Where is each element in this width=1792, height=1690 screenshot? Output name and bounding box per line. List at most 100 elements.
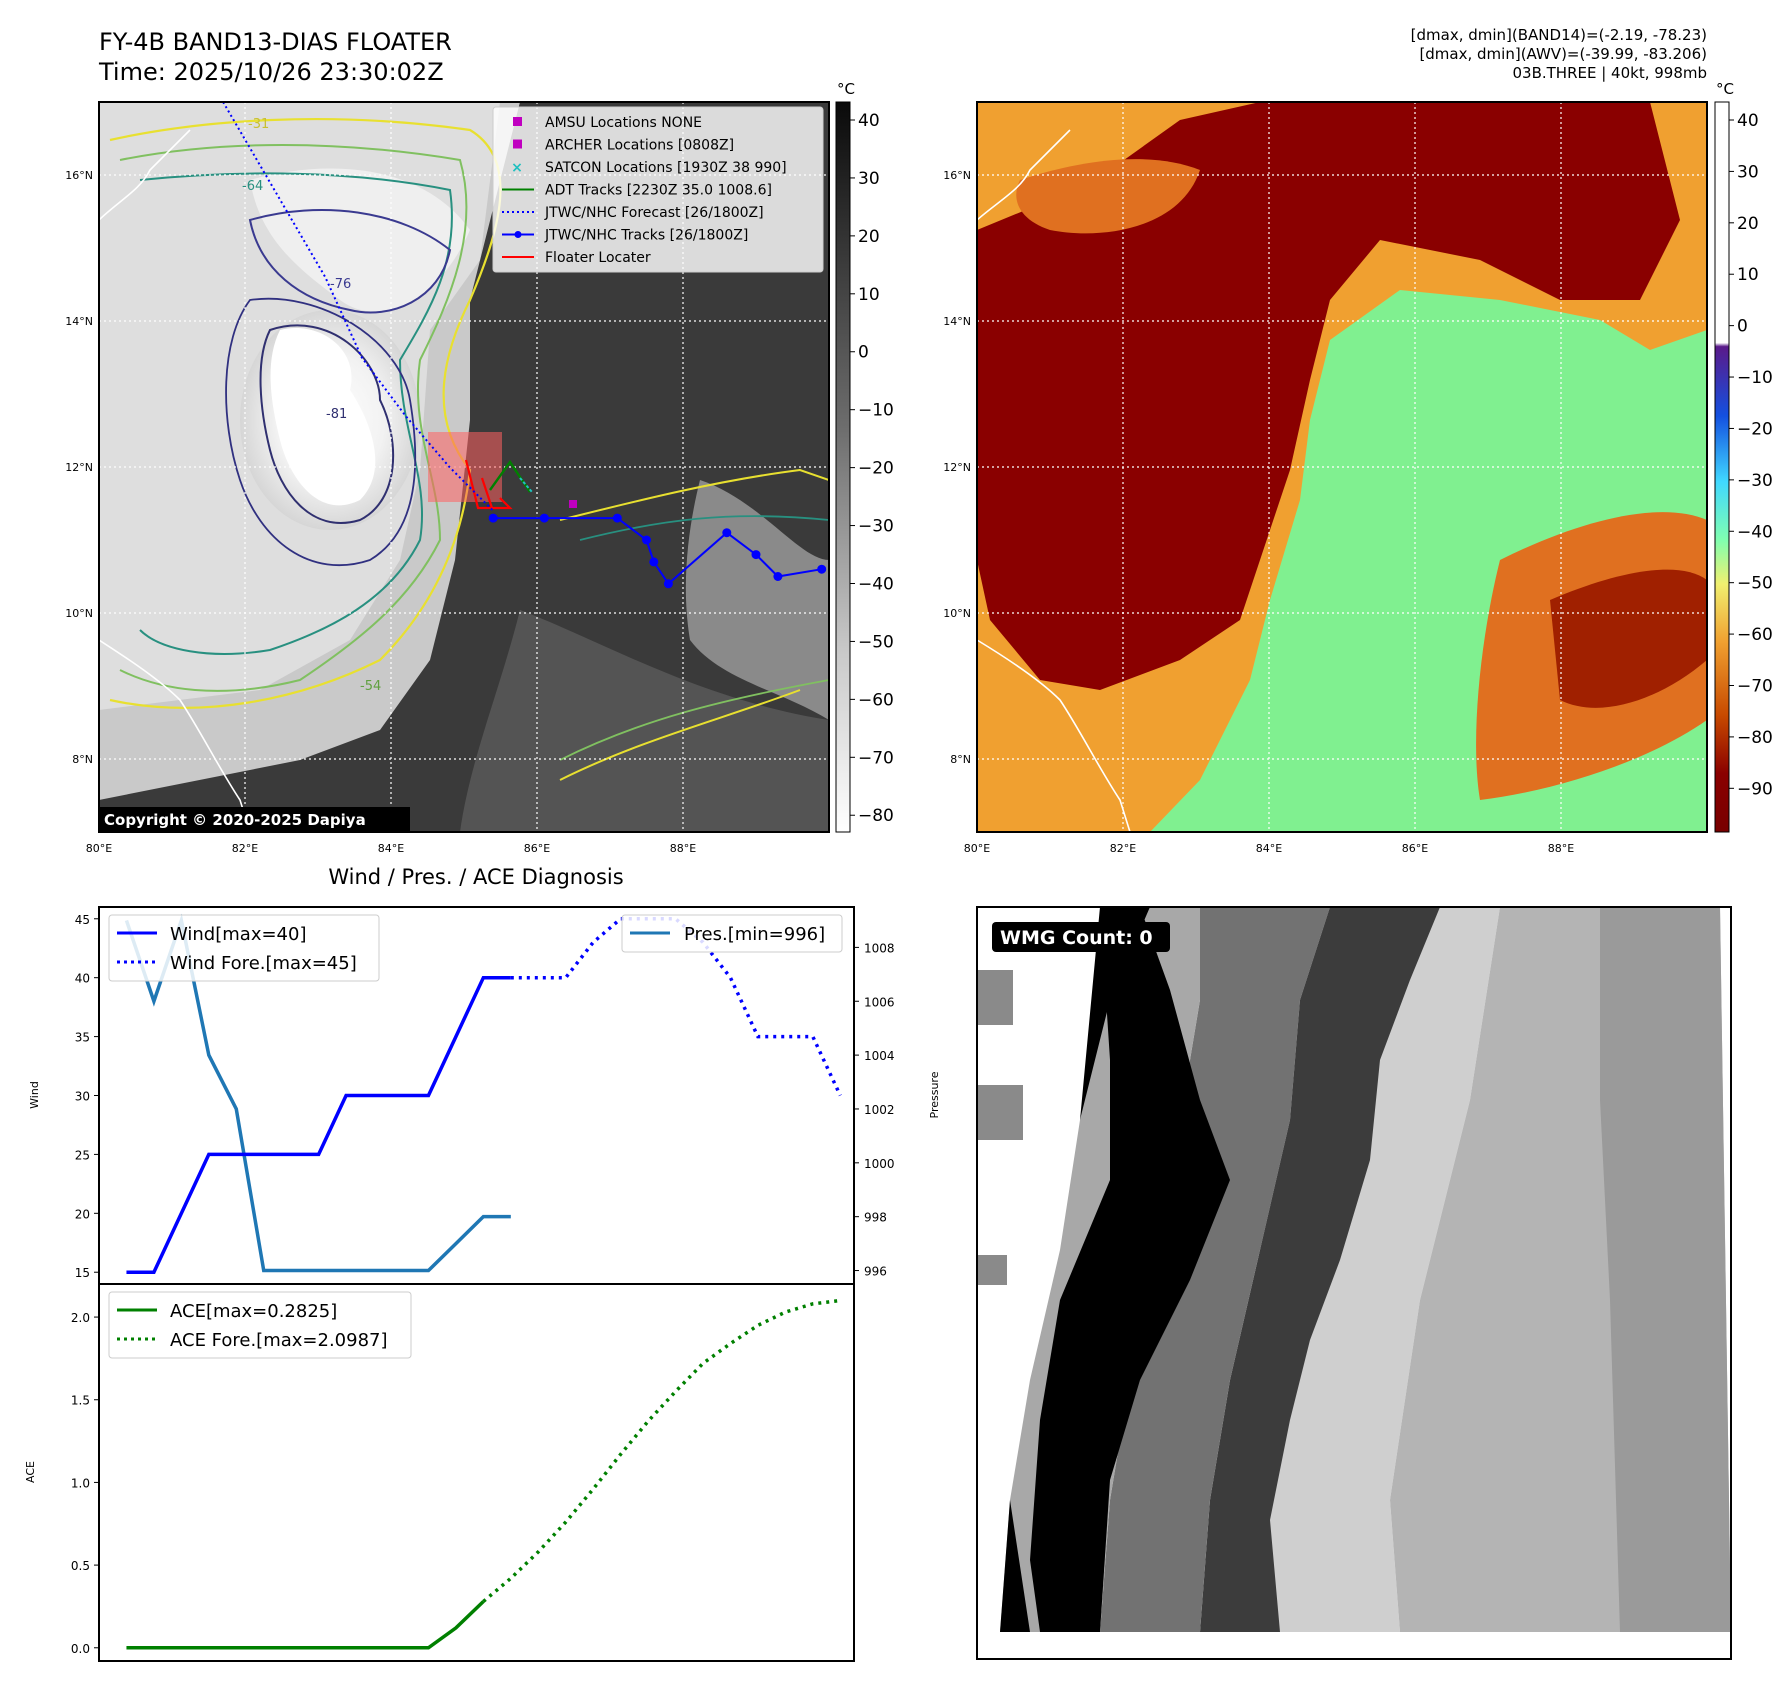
awv-warm-pocket bbox=[1016, 159, 1200, 234]
ir-colorbar bbox=[835, 101, 851, 833]
jtwc-track-point bbox=[751, 550, 761, 560]
ir-south-cloud bbox=[460, 610, 829, 832]
copyright-text: Copyright © 2020-2025 Dapiya bbox=[104, 811, 366, 829]
ir-cold-top-north bbox=[250, 168, 470, 312]
awv-cbar-label: −20 bbox=[1737, 419, 1773, 439]
jtwc-track-point bbox=[817, 564, 827, 574]
satcon-marker bbox=[519, 477, 533, 493]
awv-colorbar-unit: °C bbox=[1716, 80, 1734, 98]
legend-item-label: ARCHER Locations [0808Z] bbox=[545, 138, 734, 154]
legend-item-label: JTWC/NHC Forecast [26/1800Z] bbox=[544, 205, 764, 221]
ir-cbar-label: 10 bbox=[858, 285, 880, 305]
wind-line bbox=[126, 975, 511, 1274]
pressure-tick-label: 1006 bbox=[864, 995, 895, 1009]
ir-cbar-label: −70 bbox=[858, 748, 894, 768]
contour-label-76: -76 bbox=[330, 277, 351, 292]
legend-item-label: SATCON Locations [1930Z 38 990] bbox=[545, 160, 787, 176]
awv-cbar-label: −80 bbox=[1737, 728, 1773, 748]
diagnosis-panel: Wind / Pres. / ACE Diagnosis 15 20 25 30 35 4… bbox=[24, 865, 941, 1662]
wind-legend-label: Wind[max=40] bbox=[170, 924, 307, 945]
jtwc-track-point bbox=[722, 528, 732, 538]
awv-gridlines bbox=[977, 102, 1707, 832]
contour-neg81-core bbox=[259, 324, 395, 524]
ace-line bbox=[126, 1600, 485, 1650]
legend-square-marker bbox=[513, 139, 522, 149]
ir-cbar-label: −10 bbox=[858, 401, 894, 421]
ir-legend: AMSU Locations NONE ARCHER Locations [080… bbox=[502, 115, 787, 266]
awv-cbar-label: −70 bbox=[1737, 676, 1773, 696]
ir-cbar-label: 20 bbox=[858, 227, 880, 247]
contour-east-31 bbox=[559, 468, 829, 521]
ace-legend bbox=[108, 1291, 412, 1359]
contour-label-31: -31 bbox=[248, 117, 269, 132]
jtwc-forecast-line bbox=[222, 102, 494, 512]
wmg-patch-1 bbox=[977, 970, 1013, 1025]
awv-lat-tick: 14°N bbox=[943, 315, 971, 328]
awv-cbar-label: −90 bbox=[1737, 779, 1773, 799]
pressure-tick-label: 1000 bbox=[864, 1157, 895, 1171]
awv-cbar-label: 10 bbox=[1737, 265, 1759, 285]
wmg-gray-band bbox=[1100, 907, 1330, 1632]
awv-southwest bbox=[977, 610, 1080, 832]
awv-lat-tick: 12°N bbox=[943, 461, 971, 474]
jtwc-track-point bbox=[649, 557, 659, 567]
jtwc-track-point bbox=[539, 513, 549, 523]
ir-cbar-label: 30 bbox=[858, 169, 880, 189]
figure-time: Time: 2025/10/26 23:30:02Z bbox=[98, 58, 444, 86]
ir-coldest-core bbox=[270, 328, 376, 506]
awv-lon-tick: 86°E bbox=[1402, 842, 1428, 855]
ace-tick-label: 2.0 bbox=[71, 1311, 90, 1325]
jtwc-track-line bbox=[493, 517, 822, 586]
awv-cold-cloud bbox=[977, 102, 1680, 690]
figure-title: FY-4B BAND13-DIAS FLOATER bbox=[99, 28, 452, 56]
contour-south-31 bbox=[559, 689, 801, 781]
awv-map-frame bbox=[976, 101, 1708, 833]
ir-cbar-label: −30 bbox=[858, 517, 894, 537]
pressure-tick-label: 1008 bbox=[864, 941, 895, 955]
ir-cbar-label: −50 bbox=[858, 632, 894, 652]
pressure-ylabel: Pressure bbox=[928, 1071, 941, 1118]
contour-label-54: -54 bbox=[360, 679, 381, 694]
contour-south-54 bbox=[559, 679, 829, 761]
awv-coastline bbox=[977, 129, 1131, 832]
awv-cbar-label: 20 bbox=[1737, 214, 1759, 234]
awv-lat-tick: 10°N bbox=[943, 607, 971, 620]
ace-tick-label: 0.0 bbox=[71, 1642, 90, 1656]
info-awv: [dmax, dmin](AWV)=(-39.99, -83.206) bbox=[1419, 45, 1707, 63]
legend-item-label: ADT Tracks [2230Z 35.0 1008.6] bbox=[545, 183, 772, 199]
info-storm: 03B.THREE | 40kt, 998mb bbox=[1512, 64, 1707, 82]
ace-tick-label: 0.5 bbox=[71, 1559, 90, 1573]
ir-lat-tick: 10°N bbox=[65, 607, 93, 620]
legend-item-label: JTWC/NHC Tracks [26/1800Z] bbox=[544, 228, 748, 244]
awv-colorbar-ticks: 40 30 20 10 0 −10 −20 −30 −40 −50 −60 −70 −80 −90 bbox=[1729, 111, 1773, 799]
ir-cbar-label: −60 bbox=[858, 690, 894, 710]
contour-neg54 bbox=[119, 144, 468, 692]
jtwc-track-point bbox=[663, 579, 673, 589]
ace-tick-label: 1.0 bbox=[71, 1476, 90, 1490]
pressure-tick-label: 1002 bbox=[864, 1103, 895, 1117]
jtwc-track-point bbox=[612, 513, 622, 523]
awv-lon-tick: 84°E bbox=[1256, 842, 1282, 855]
ir-lon-tick: 88°E bbox=[670, 842, 696, 855]
awv-lon-tick: 88°E bbox=[1548, 842, 1574, 855]
ace-legend-label: ACE[max=0.2825] bbox=[170, 1301, 337, 1322]
awv-cbar-label: −50 bbox=[1737, 574, 1773, 594]
ir-lon-tick: 84°E bbox=[378, 842, 404, 855]
info-band14: [dmax, dmin](BAND14)=(-2.19, -78.23) bbox=[1411, 26, 1707, 44]
contour-neg76-core bbox=[225, 297, 417, 566]
coastline bbox=[99, 129, 251, 832]
contour-neg64 bbox=[139, 172, 453, 655]
awv-map: 80°E 82°E 84°E 86°E 88°E8°N10°N12°N14°N16°N … bbox=[943, 80, 1773, 855]
awv-cbar-label: 30 bbox=[1737, 162, 1759, 182]
ir-colorbar-unit: °C bbox=[837, 80, 855, 98]
pressure-tick-label: 1004 bbox=[864, 1049, 895, 1063]
ace-ylabel: ACE bbox=[24, 1461, 37, 1483]
ir-cbar-label: −80 bbox=[858, 806, 894, 826]
awv-lon-tick: 80°E bbox=[964, 842, 990, 855]
awv-cbar-label: −30 bbox=[1737, 471, 1773, 491]
jtwc-track-point bbox=[488, 513, 498, 523]
diagnosis-title: Wind / Pres. / ACE Diagnosis bbox=[328, 865, 623, 889]
contour-neg31 bbox=[109, 118, 502, 709]
awv-cbar-label: 0 bbox=[1737, 317, 1748, 337]
ir-lat-tick: 8°N bbox=[72, 753, 93, 766]
